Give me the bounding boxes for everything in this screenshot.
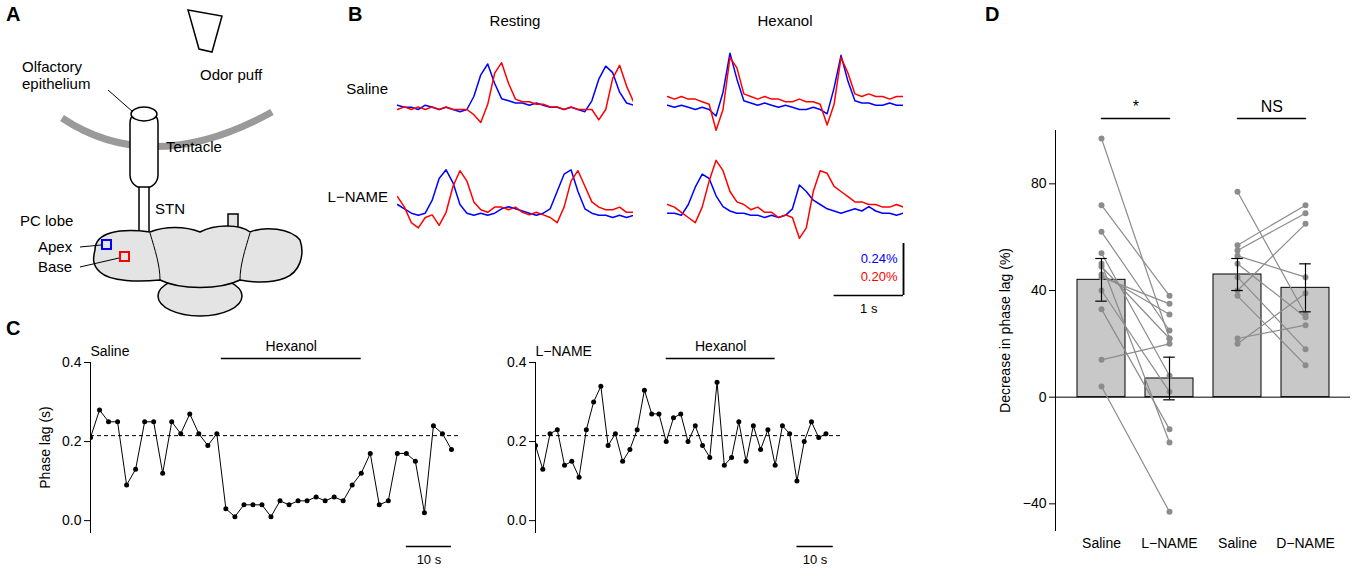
svg-text:STN: STN bbox=[155, 200, 185, 217]
svg-text:0.24%: 0.24% bbox=[861, 251, 898, 266]
svg-text:L−NAME: L−NAME bbox=[1141, 535, 1197, 551]
svg-text:Tentacle: Tentacle bbox=[166, 138, 222, 155]
svg-text:NS: NS bbox=[1261, 98, 1283, 115]
svg-text:0.0: 0.0 bbox=[62, 512, 82, 528]
svg-text:Saline: Saline bbox=[91, 343, 130, 359]
svg-text:0.2: 0.2 bbox=[507, 433, 527, 449]
svg-text:Hexanol: Hexanol bbox=[266, 338, 317, 354]
svg-text:10 s: 10 s bbox=[417, 552, 442, 567]
svg-text:0.20%: 0.20% bbox=[861, 269, 898, 284]
html-text:Saline: Saline bbox=[346, 79, 388, 97]
svg-text:Decrease in phase lag (%): Decrease in phase lag (%) bbox=[997, 248, 1013, 413]
html-text:B: B bbox=[348, 3, 363, 25]
html-text:C: C bbox=[6, 317, 21, 339]
svg-text:1 s: 1 s bbox=[860, 301, 878, 316]
svg-text:80: 80 bbox=[1031, 175, 1047, 191]
svg-text:Apex: Apex bbox=[38, 238, 73, 255]
svg-text:D−NAME: D−NAME bbox=[1276, 535, 1335, 551]
svg-text:Saline: Saline bbox=[1082, 535, 1121, 551]
html-text:Resting: Resting bbox=[489, 12, 541, 29]
svg-text:Odor puff: Odor puff bbox=[200, 66, 263, 83]
svg-text:10 s: 10 s bbox=[803, 552, 828, 567]
svg-text:Olfactory: Olfactory bbox=[22, 58, 83, 75]
svg-text:L−NAME: L−NAME bbox=[536, 343, 592, 359]
svg-text:Base: Base bbox=[38, 258, 72, 275]
svg-text:0: 0 bbox=[1039, 389, 1047, 405]
svg-text:PC lobe: PC lobe bbox=[20, 212, 73, 229]
html-text:D: D bbox=[985, 3, 1000, 25]
svg-text:Phase lag (s): Phase lag (s) bbox=[37, 406, 53, 488]
html-text:L−NAME: L−NAME bbox=[327, 187, 388, 205]
svg-text:epithelium: epithelium bbox=[22, 75, 90, 92]
svg-text:40: 40 bbox=[1031, 282, 1047, 298]
html-text:A: A bbox=[6, 3, 21, 25]
svg-text:0.0: 0.0 bbox=[507, 512, 527, 528]
html-text:Hexanol: Hexanol bbox=[757, 12, 813, 29]
svg-text:*: * bbox=[1133, 98, 1139, 115]
svg-text:Saline: Saline bbox=[1218, 535, 1257, 551]
svg-text:Hexanol: Hexanol bbox=[695, 338, 746, 354]
svg-text:−40: −40 bbox=[1023, 495, 1047, 511]
svg-text:0.4: 0.4 bbox=[507, 354, 527, 370]
svg-text:0.2: 0.2 bbox=[62, 433, 82, 449]
svg-text:0.4: 0.4 bbox=[62, 354, 82, 370]
